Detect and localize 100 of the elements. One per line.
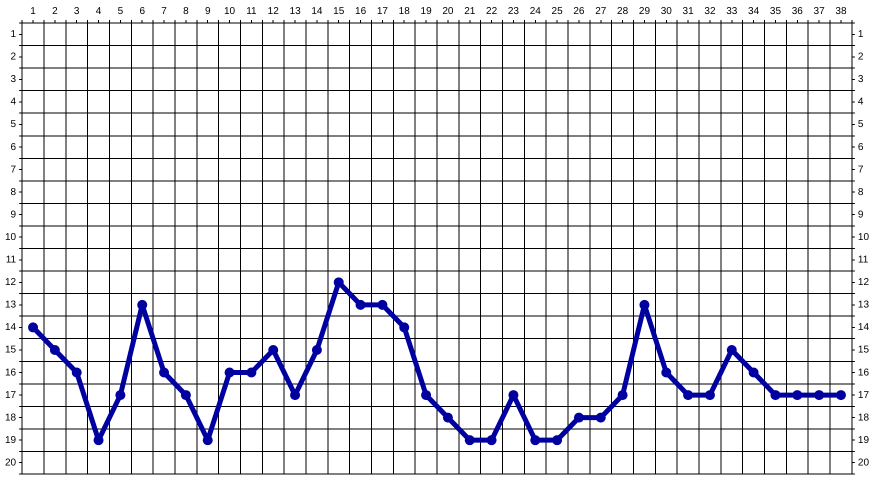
x-tick-label: 16 — [355, 6, 367, 17]
x-tick-label: 21 — [464, 6, 476, 17]
y-tick-label: 6 — [10, 142, 17, 153]
y-tick-label: 12 — [5, 277, 17, 288]
point — [50, 344, 60, 355]
x-tick-label: 36 — [792, 6, 804, 17]
y2-tick-label: 3 — [858, 74, 864, 86]
y-tick-label: 20 — [5, 457, 17, 468]
point — [137, 300, 148, 310]
x-tick-label: 29 — [638, 6, 650, 17]
y-tick-label: 3 — [10, 74, 17, 86]
point — [552, 435, 562, 446]
x-tick-label: 15 — [333, 6, 345, 17]
point — [486, 435, 497, 446]
point — [159, 368, 170, 378]
y2-tick-label: 10 — [858, 232, 870, 243]
y2-tick-label: 17 — [858, 390, 870, 401]
x-tick-label: 4 — [96, 6, 102, 17]
y2-tick-label: 7 — [858, 164, 864, 176]
y-tick-label: 14 — [5, 322, 17, 334]
y-tick-label: 1 — [10, 29, 17, 40]
point — [836, 390, 846, 400]
point — [94, 435, 104, 446]
x-tick-label: 12 — [268, 6, 280, 17]
x-tick-label: 11 — [246, 6, 258, 17]
x-tick-label: 32 — [704, 6, 716, 17]
x-tick-label: 9 — [204, 6, 211, 17]
point — [596, 412, 606, 423]
y-tick-label: 10 — [5, 232, 17, 243]
x-tick-label: 30 — [660, 6, 672, 17]
x-tick-label: 33 — [726, 6, 738, 17]
point — [334, 277, 344, 288]
x-tick-label: 6 — [139, 6, 146, 17]
y2-tick-label: 14 — [858, 322, 870, 334]
point — [377, 300, 388, 310]
y2-tick-label: 4 — [858, 96, 864, 108]
point — [399, 322, 410, 332]
x-tick-label: 38 — [835, 6, 847, 17]
point — [748, 368, 759, 378]
y2-tick-label: 13 — [858, 300, 870, 311]
point — [683, 390, 694, 400]
point — [421, 390, 432, 400]
point — [224, 368, 235, 378]
x-tick-label: 35 — [770, 6, 782, 17]
x-tick-label: 24 — [530, 6, 542, 17]
point — [770, 390, 780, 400]
point — [726, 344, 737, 355]
point — [356, 300, 366, 310]
point — [464, 435, 475, 446]
x-tick-label: 10 — [224, 6, 236, 17]
y2-tick-label: 12 — [858, 277, 870, 288]
x-tick-label: 27 — [595, 6, 607, 17]
x-tick-label: 23 — [508, 6, 520, 17]
point — [704, 390, 715, 400]
y-tick-label: 8 — [10, 186, 17, 198]
x-tick-label: 3 — [74, 6, 80, 17]
x-tick-label: 22 — [486, 6, 498, 17]
x-tick-label: 18 — [398, 6, 410, 17]
x-tick-label: 26 — [573, 6, 585, 17]
y-tick-label: 7 — [10, 164, 17, 176]
x-tick-label: 20 — [442, 6, 454, 17]
point — [72, 368, 82, 378]
y2-tick-label: 8 — [858, 186, 864, 198]
point — [28, 322, 38, 332]
x-tick-label: 25 — [552, 6, 564, 17]
y-tick-label: 5 — [10, 119, 17, 130]
y-tick-label: 19 — [5, 434, 17, 446]
y2-tick-label: 1 — [858, 29, 864, 40]
y-tick-label: 9 — [10, 209, 17, 220]
point — [180, 390, 191, 400]
x-tick-label: 34 — [748, 6, 760, 17]
y-tick-label: 4 — [10, 96, 17, 108]
y2-tick-label: 9 — [858, 209, 864, 220]
y2-tick-label: 15 — [858, 344, 870, 356]
point — [618, 390, 628, 400]
y-tick-label: 11 — [6, 254, 17, 266]
x-tick-label: 37 — [814, 6, 826, 17]
point — [639, 300, 650, 310]
x-tick-label: 14 — [311, 6, 323, 17]
y-tick-label: 15 — [5, 344, 17, 356]
y2-tick-label: 2 — [858, 52, 864, 63]
point — [202, 435, 213, 446]
point — [792, 390, 802, 400]
point — [661, 368, 672, 378]
y2-tick-label: 20 — [858, 457, 870, 468]
point — [442, 412, 453, 423]
y2-tick-label: 5 — [858, 119, 864, 130]
x-tick-label: 19 — [420, 6, 432, 17]
x-tick-label: 7 — [161, 6, 168, 17]
point — [115, 390, 126, 400]
x-tick-label: 2 — [52, 6, 58, 17]
y-tick-label: 17 — [5, 390, 17, 401]
x-tick-label: 8 — [183, 6, 190, 17]
x-tick-label: 13 — [290, 6, 302, 17]
point — [530, 435, 540, 446]
x-tick-label: 17 — [376, 6, 388, 17]
y2-tick-label: 11 — [858, 254, 869, 266]
point — [814, 390, 824, 400]
y2-tick-label: 16 — [858, 367, 870, 378]
y2-tick-label: 6 — [858, 142, 864, 153]
